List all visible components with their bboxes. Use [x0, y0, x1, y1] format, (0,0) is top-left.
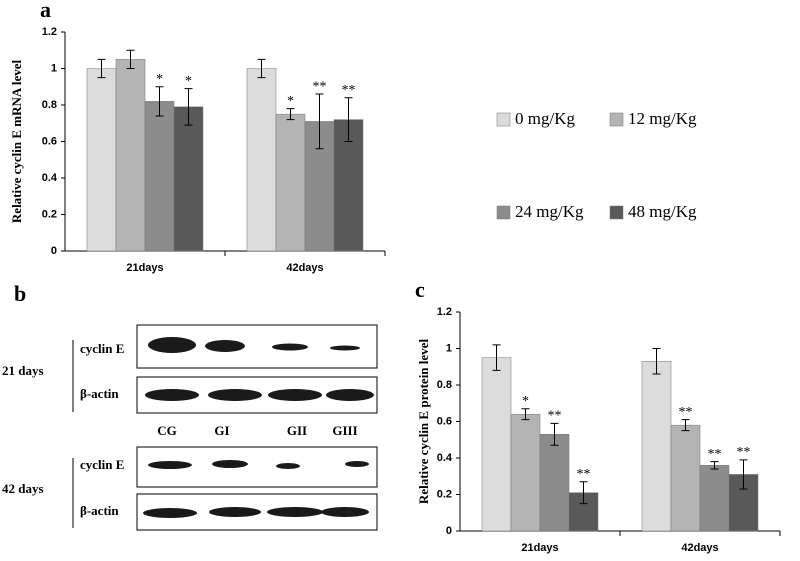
legend-label: 48 mg/Kg [628, 202, 697, 221]
lane-label: GII [287, 423, 307, 438]
y-tick-label: 1 [446, 342, 452, 354]
band [276, 463, 300, 469]
bar [670, 424, 701, 532]
y-tick-label: 0.8 [437, 379, 452, 391]
error-bar [681, 419, 690, 432]
y-tick-label: 1.2 [437, 306, 452, 318]
error-bar [579, 481, 588, 505]
significance: ** [708, 447, 722, 462]
y-axis-label: Relative cyclin E mRNA level [9, 60, 24, 224]
band [208, 389, 262, 401]
y-tick-label: 0.4 [437, 452, 453, 464]
error-bar [652, 348, 661, 375]
error-bar [739, 459, 748, 490]
legend-label: 24 mg/Kg [515, 202, 584, 221]
legend-label: 0 mg/Kg [515, 109, 575, 128]
error-bar [344, 97, 353, 142]
bar [246, 68, 277, 252]
error-bar [710, 461, 719, 470]
error-bar [155, 86, 164, 117]
error-bar [315, 93, 324, 150]
y-tick-label: 0.2 [437, 488, 452, 500]
panel-label: a [40, 0, 51, 22]
y-tick-label: 0 [446, 525, 452, 537]
lane-label: GI [214, 423, 229, 438]
y-tick-label: 0.8 [42, 99, 57, 111]
bar [275, 113, 306, 252]
significance: ** [313, 79, 327, 94]
error-bar [97, 58, 106, 79]
significance: ** [679, 405, 693, 420]
x-tick-label: 42days [286, 262, 323, 274]
group-label: 42 days [2, 481, 44, 496]
legend-swatch [609, 112, 624, 127]
significance: ** [577, 467, 591, 482]
significance: * [287, 94, 294, 109]
row-label: cyclin E [80, 457, 124, 472]
band [345, 461, 369, 467]
bar [699, 465, 730, 532]
significance: * [522, 394, 529, 409]
panel-label: c [415, 277, 425, 302]
row-label: β-actin [80, 386, 119, 401]
lane-label: CG [157, 423, 177, 438]
band [330, 345, 360, 351]
y-tick-label: 0.6 [42, 135, 57, 147]
bar [86, 68, 117, 252]
band [148, 461, 192, 469]
band [148, 337, 196, 353]
bar [481, 357, 512, 532]
y-tick-label: 0.4 [42, 172, 58, 184]
significance: ** [342, 83, 356, 98]
band [321, 507, 369, 517]
y-tick-label: 0.6 [437, 415, 452, 427]
significance: ** [548, 409, 562, 424]
x-tick-label: 21days [521, 542, 558, 554]
x-tick-label: 42days [681, 542, 718, 554]
legend-swatch [609, 205, 624, 220]
y-tick-label: 0.2 [42, 208, 57, 220]
bar [539, 434, 570, 532]
band [268, 389, 322, 401]
lane-label: GIII [332, 423, 357, 438]
error-bar [184, 88, 193, 126]
legend-label: 12 mg/Kg [628, 109, 697, 128]
band [209, 507, 261, 517]
band [145, 389, 199, 401]
error-bar [126, 49, 135, 69]
row-label: β-actin [80, 503, 119, 518]
significance: ** [737, 445, 751, 460]
row-label: cyclin E [80, 341, 124, 356]
error-bar [286, 108, 295, 121]
y-tick-label: 1 [51, 62, 57, 74]
significance: * [185, 74, 192, 89]
error-bar [492, 344, 501, 371]
band [205, 340, 245, 352]
band [326, 389, 374, 401]
band [212, 460, 248, 468]
y-tick-label: 0 [51, 245, 57, 257]
bar [173, 106, 204, 252]
bar [144, 101, 175, 252]
bar [115, 59, 146, 252]
band [272, 343, 308, 351]
panel-label: b [14, 281, 26, 306]
x-tick-label: 21days [126, 262, 163, 274]
error-bar [521, 408, 530, 421]
group-label: 21 days [2, 363, 44, 378]
legend-swatch [496, 205, 511, 220]
band [143, 508, 197, 518]
error-bar [257, 58, 266, 79]
bar [510, 413, 541, 532]
legend-swatch [496, 112, 511, 127]
significance: * [156, 72, 163, 87]
error-bar [550, 422, 559, 446]
y-tick-label: 1.2 [42, 26, 57, 38]
bar [641, 361, 672, 532]
band [267, 507, 323, 517]
y-axis-label: Relative cyclin E protein level [416, 339, 431, 505]
